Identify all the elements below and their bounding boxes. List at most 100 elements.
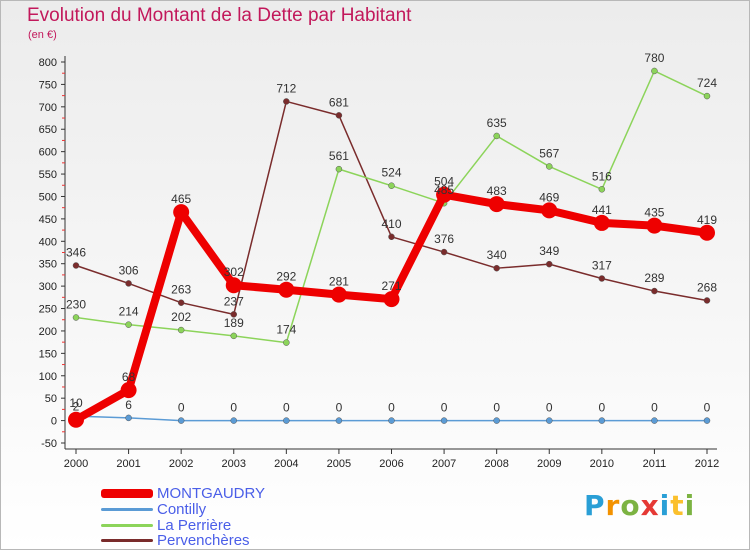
data-label-la-perri-re: 561 <box>329 149 349 163</box>
data-point-pervench-res <box>335 112 343 119</box>
data-point-la-perri-re <box>703 92 711 100</box>
logo-letter: t <box>670 489 685 522</box>
y-tick-label: 600 <box>39 147 57 159</box>
data-label-contilly: 0 <box>493 401 500 415</box>
data-label-la-perri-re: 214 <box>119 305 139 319</box>
y-tick-label: -50 <box>41 438 57 450</box>
data-point-la-perri-re <box>335 165 343 173</box>
data-label-montgaudry: 465 <box>171 192 191 206</box>
data-label-montgaudry: 469 <box>539 190 559 204</box>
data-label-contilly: 0 <box>388 401 395 415</box>
y-tick-label: 0 <box>51 416 57 428</box>
data-point-contilly <box>230 417 237 424</box>
data-point-contilly <box>177 417 185 424</box>
data-label-contilly: 0 <box>441 401 448 415</box>
legend-swatch-contilly <box>101 507 153 511</box>
data-point-pervench-res <box>703 297 711 304</box>
data-label-la-perri-re: 174 <box>276 323 296 337</box>
logo-letter: i <box>659 489 671 522</box>
legend-label: Pervenchères <box>157 531 250 549</box>
data-label-pervench-res: 263 <box>171 283 191 297</box>
data-point-contilly <box>493 417 500 424</box>
data-point-la-perri-re <box>125 321 132 328</box>
data-point-la-perri-re <box>177 326 185 334</box>
data-point-pervench-res <box>283 98 290 105</box>
data-label-montgaudry: 483 <box>487 184 507 198</box>
x-tick-label: 2009 <box>537 458 561 470</box>
x-tick-label: 2010 <box>590 458 614 470</box>
data-label-montgaudry: 435 <box>644 206 664 220</box>
data-label-montgaudry: 281 <box>329 275 349 289</box>
data-label-pervench-res: 712 <box>276 81 296 95</box>
data-point-pervench-res <box>546 260 553 268</box>
data-label-contilly: 0 <box>704 401 711 415</box>
legend-swatch-pervencheres <box>101 538 153 542</box>
data-label-la-perri-re: 485 <box>434 183 454 197</box>
data-point-montgaudry <box>541 202 558 219</box>
data-point-contilly <box>703 417 711 424</box>
data-point-la-perri-re <box>493 132 500 140</box>
data-label-la-perri-re: 780 <box>644 51 664 65</box>
data-point-pervench-res <box>493 264 500 272</box>
data-point-la-perri-re <box>598 186 606 193</box>
data-label-pervench-res: 410 <box>381 217 401 231</box>
data-label-contilly: 0 <box>230 401 237 415</box>
data-label-contilly: 0 <box>598 401 605 415</box>
chart-subtitle: (en €) <box>28 29 57 41</box>
data-point-montgaudry <box>278 281 295 298</box>
x-tick-label: 2008 <box>484 458 508 470</box>
data-point-la-perri-re <box>230 332 237 340</box>
x-tick-label: 2011 <box>643 458 667 470</box>
data-point-contilly <box>598 417 606 424</box>
data-point-pervench-res <box>388 233 395 241</box>
data-point-montgaudry <box>120 382 137 399</box>
data-point-contilly <box>440 417 448 424</box>
data-point-la-perri-re <box>651 67 658 75</box>
y-tick-label: 800 <box>39 57 57 69</box>
y-tick-label: 250 <box>39 304 57 316</box>
x-tick-label: 2012 <box>695 458 719 470</box>
data-label-contilly: 0 <box>651 401 658 415</box>
chart-title: Evolution du Montant de la Dette par Hab… <box>27 5 412 26</box>
legend-item-contilly: Contilly <box>101 501 206 518</box>
x-tick-label: 2006 <box>379 458 403 470</box>
data-label-pervench-res: 376 <box>434 232 454 246</box>
data-label-la-perri-re: 724 <box>697 76 717 90</box>
x-tick-label: 2002 <box>169 458 193 470</box>
legend-label: La Perrière <box>157 516 232 534</box>
data-point-contilly <box>283 417 290 424</box>
x-tick-label: 2000 <box>64 458 88 470</box>
y-tick-label: 200 <box>39 326 57 338</box>
data-label-la-perri-re: 635 <box>487 116 507 130</box>
y-tick-label: 50 <box>45 393 57 405</box>
y-tick-label: 650 <box>39 124 57 136</box>
x-tick-label: 2004 <box>274 458 298 470</box>
data-label-montgaudry: 68 <box>122 370 136 384</box>
y-tick-label: 100 <box>39 371 57 383</box>
proxiti-logo: Proxiti <box>584 489 695 522</box>
data-point-la-perri-re <box>388 182 395 189</box>
legend-swatch-montgaudry <box>101 488 153 498</box>
data-label-pervench-res: 349 <box>539 244 559 258</box>
data-point-pervench-res <box>72 262 80 269</box>
data-label-montgaudry: 302 <box>224 265 244 279</box>
data-point-contilly <box>546 417 553 424</box>
data-point-pervench-res <box>177 299 185 306</box>
logo-letter: r <box>605 489 621 522</box>
y-tick-label: 750 <box>39 79 57 91</box>
y-tick-label: 350 <box>39 259 57 271</box>
data-point-montgaudry <box>593 214 610 231</box>
data-label-la-perri-re: 202 <box>171 310 191 324</box>
data-point-la-perri-re <box>283 339 290 346</box>
data-point-contilly <box>125 414 132 422</box>
data-point-pervench-res <box>440 248 448 256</box>
data-label-montgaudry: 292 <box>276 270 296 284</box>
data-point-la-perri-re <box>72 314 80 321</box>
logo-letter: i <box>684 489 696 522</box>
data-point-contilly <box>335 417 343 424</box>
data-label-montgaudry: 2 <box>73 400 80 414</box>
data-point-montgaudry <box>488 196 505 213</box>
data-label-contilly: 6 <box>125 398 132 412</box>
data-point-pervench-res <box>125 280 132 287</box>
